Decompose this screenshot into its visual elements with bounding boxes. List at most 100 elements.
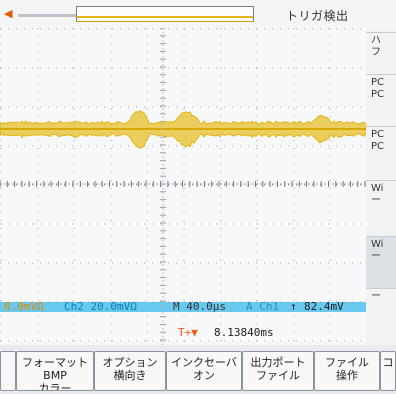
- grid-dot: [16, 262, 17, 264]
- grid-dot: [293, 196, 295, 197]
- grid-dot: [192, 184, 193, 186]
- grid-dot: [37, 148, 39, 149]
- softkey-options[interactable]: オプション 横向き: [94, 351, 166, 391]
- grid-dot: [168, 340, 169, 342]
- grid-dot: [320, 145, 321, 147]
- grid-dot: [288, 67, 289, 69]
- grid-dot: [37, 84, 39, 85]
- grid-dot: [293, 252, 295, 253]
- side-menu-item-extra[interactable]: ー: [366, 288, 396, 345]
- grid-dot: [360, 340, 361, 342]
- grid-dot: [104, 28, 105, 30]
- grid-dot: [296, 145, 297, 147]
- grid-dot: [183, 76, 185, 77]
- grid-dot: [146, 268, 148, 269]
- grid-dot: [152, 223, 153, 225]
- side-menu-item-wi-1[interactable]: Wi ー: [366, 180, 396, 236]
- grid-dot: [293, 292, 295, 293]
- grid-dot: [146, 260, 148, 261]
- grid-dot: [220, 44, 222, 45]
- grid-dot: [80, 145, 81, 147]
- grid-dot: [256, 316, 258, 317]
- grid-dot: [80, 262, 81, 264]
- grid-dot: [16, 28, 17, 30]
- grid-dot: [220, 268, 222, 269]
- grid-dot: [220, 332, 222, 333]
- grid-dot: [329, 332, 331, 333]
- softkey-file-ops[interactable]: ファイル 操作: [314, 351, 380, 391]
- grid-dot: [73, 252, 75, 253]
- grid-dot: [256, 140, 258, 141]
- softkey-blank[interactable]: [0, 351, 16, 391]
- grid-dot: [168, 223, 169, 225]
- grid-dot: [176, 145, 177, 147]
- grid-dot: [296, 184, 297, 186]
- side-menu: ハフ PC PC PC PC Wi ー Wi ー ー: [366, 28, 396, 345]
- grid-dot: [0, 340, 1, 342]
- grid-dot: [128, 145, 129, 147]
- grid-dot: [183, 156, 185, 157]
- grid-dot: [16, 340, 17, 342]
- grid-dot: [329, 44, 331, 45]
- grid-dot: [304, 106, 305, 108]
- grid-dot: [183, 108, 185, 109]
- grid-dot: [344, 145, 345, 147]
- grid-dot: [56, 184, 57, 186]
- grid-dot: [220, 188, 222, 189]
- grid-dot: [220, 108, 222, 109]
- grid-dot: [208, 223, 209, 225]
- side-menu-item-wi-2[interactable]: Wi ー: [366, 236, 396, 288]
- softkey-format[interactable]: フォーマット BMP カラー: [16, 351, 94, 391]
- side-menu-item-pc-2[interactable]: PC PC: [366, 126, 396, 180]
- grid-dot: [0, 36, 2, 37]
- grid-dot: [192, 67, 193, 69]
- record-view-window[interactable]: [76, 6, 254, 22]
- grid-dot: [73, 84, 75, 85]
- grid-dot: [220, 316, 222, 317]
- grid-dot: [80, 106, 81, 108]
- grid-dot: [0, 52, 2, 53]
- grid-dot: [72, 67, 73, 69]
- softkey-extra[interactable]: コ: [380, 351, 396, 391]
- grid-dot: [183, 284, 185, 285]
- grid-dot: [200, 262, 201, 264]
- grid-dot: [64, 28, 65, 30]
- grid-dot: [256, 260, 258, 261]
- side-menu-item-hardcopy[interactable]: ハフ: [366, 32, 396, 74]
- grid-dot: [280, 145, 281, 147]
- grid-dot: [112, 67, 113, 69]
- grid-dot: [224, 262, 225, 264]
- grid-dot: [216, 184, 217, 186]
- grid-dot: [216, 262, 217, 264]
- grid-dot: [360, 184, 361, 186]
- grid-dot: [168, 106, 169, 108]
- grid-dot: [296, 106, 297, 108]
- grid-dot: [37, 212, 39, 213]
- grid-dot: [73, 244, 75, 245]
- side-menu-item-pc-1[interactable]: PC PC: [366, 74, 396, 126]
- grid-dot: [96, 28, 97, 30]
- grid-dot: [168, 145, 169, 147]
- grid-dot: [24, 262, 25, 264]
- softkey-ink-saver[interactable]: インクセーバ オン: [166, 351, 242, 391]
- grid-dot: [8, 340, 9, 342]
- grid-dot: [96, 184, 97, 186]
- grid-dot: [272, 67, 273, 69]
- grid-dot: [110, 188, 112, 189]
- grid-dot: [73, 100, 75, 101]
- grid-dot: [73, 76, 75, 77]
- grid-dot: [256, 92, 258, 93]
- grid-dot: [293, 140, 295, 141]
- grid-dot: [73, 276, 75, 277]
- grid-dot: [146, 84, 148, 85]
- grid-dot: [110, 68, 112, 69]
- grid-dot: [72, 106, 73, 108]
- grid-dot: [328, 340, 329, 342]
- grid-dot: [183, 220, 185, 221]
- grid-dot: [96, 223, 97, 225]
- grid-dot: [37, 260, 39, 261]
- softkey-output-port[interactable]: 出力ポート ファイル: [242, 351, 314, 391]
- grid-dot: [220, 260, 222, 261]
- grid-dot: [220, 212, 222, 213]
